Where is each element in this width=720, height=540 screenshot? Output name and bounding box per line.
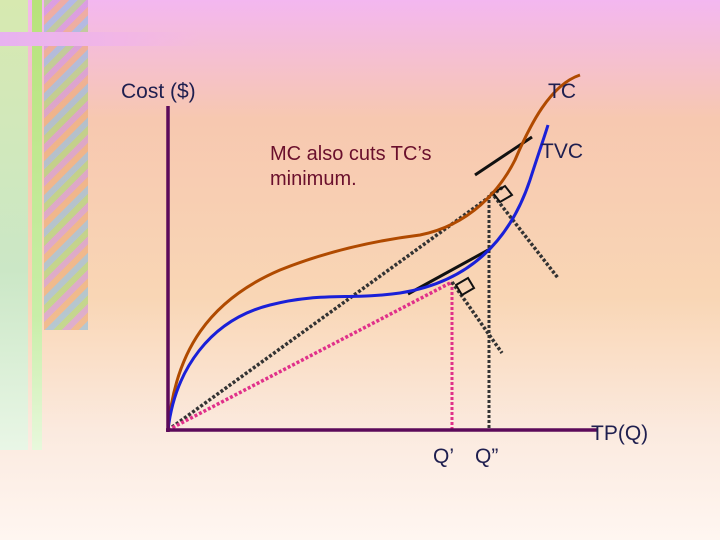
tc-normal-line: [489, 190, 560, 280]
q-double-prime-label: Q”: [475, 445, 499, 468]
annotation-line-1: MC also cuts TC’s: [270, 143, 432, 165]
annotation-line-2: minimum.: [270, 168, 357, 190]
y-axis-label: Cost ($): [121, 80, 196, 103]
right-angle-marker-icon: [454, 276, 476, 297]
tvc-tangent-segment: [407, 247, 491, 296]
tvc-curve-label: TVC: [541, 140, 583, 163]
ray-to-tvc-tangent: [167, 280, 453, 432]
annotation-note: MC also cuts TC’s minimum.: [270, 142, 432, 192]
q-prime-label: Q’: [433, 445, 454, 468]
decorative-stripe-left: [0, 0, 28, 450]
tvc-curve: [166, 124, 550, 431]
ray-to-tc-tangent: [166, 185, 505, 432]
decorative-stripe-mosaic: [44, 0, 88, 330]
tc-curve: [166, 73, 581, 431]
decorative-top-band: [0, 32, 200, 46]
x-axis-label: TP(Q): [591, 422, 649, 445]
tc-curve-label: TC: [548, 80, 576, 103]
decorative-stripe-band: [32, 0, 42, 450]
right-angle-marker-icon: [491, 184, 514, 204]
tvc-normal-line: [450, 280, 504, 355]
